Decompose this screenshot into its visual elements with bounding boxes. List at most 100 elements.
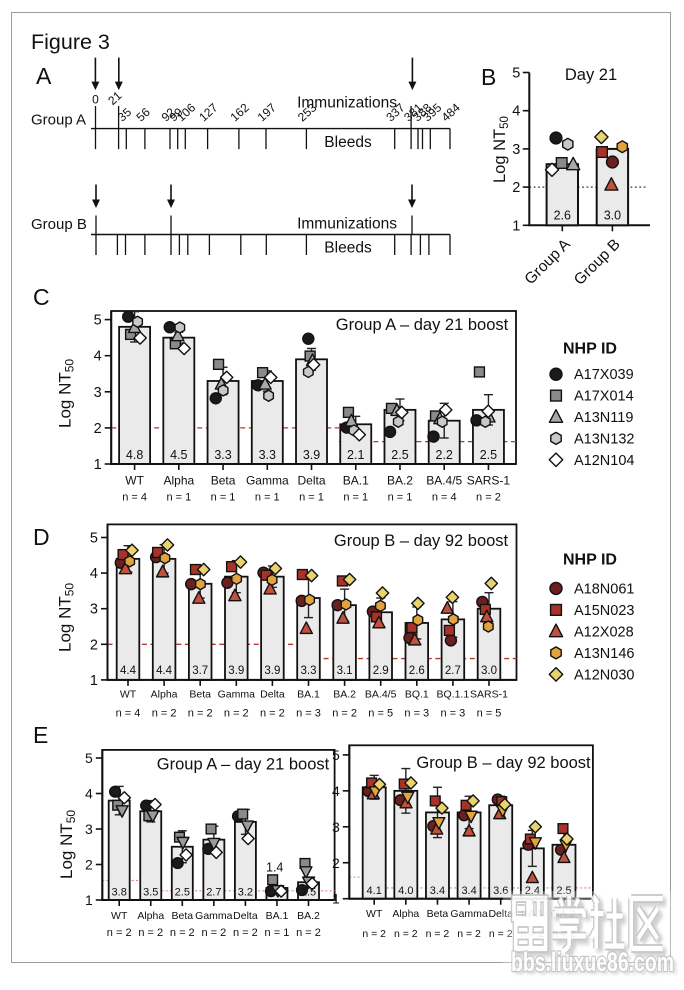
svg-text:5: 5 <box>90 531 98 547</box>
svg-text:n = 3: n = 3 <box>296 708 321 720</box>
svg-text:WT: WT <box>366 908 383 920</box>
svg-text:bbs.liuxue86.com: bbs.liuxue86.com <box>514 950 677 980</box>
svg-text:n = 2: n = 2 <box>188 708 213 720</box>
svg-text:n = 3: n = 3 <box>441 708 466 720</box>
svg-text:3.3: 3.3 <box>301 665 317 677</box>
svg-text:A13N132: A13N132 <box>574 431 634 447</box>
svg-text:1: 1 <box>512 218 520 234</box>
svg-text:Alpha: Alpha <box>392 908 419 920</box>
svg-text:Alpha: Alpha <box>137 910 164 922</box>
svg-text:Gamma: Gamma <box>195 910 233 922</box>
svg-text:BA.2: BA.2 <box>297 910 320 922</box>
svg-text:n = 2: n = 2 <box>296 927 321 939</box>
svg-text:BQ.1.1: BQ.1.1 <box>437 689 470 701</box>
svg-text:3: 3 <box>512 142 520 158</box>
svg-text:4: 4 <box>85 786 93 802</box>
svg-text:4.1: 4.1 <box>367 885 382 897</box>
svg-text:2.5: 2.5 <box>556 885 571 897</box>
svg-text:2: 2 <box>94 421 102 437</box>
svg-text:Group B – day 92 boost: Group B – day 92 boost <box>416 754 591 772</box>
svg-text:3: 3 <box>332 819 340 835</box>
svg-text:Group B: Group B <box>31 216 87 233</box>
svg-text:A13N146: A13N146 <box>574 646 634 662</box>
svg-text:3.6: 3.6 <box>493 885 508 897</box>
svg-text:Figure 3: Figure 3 <box>31 30 110 54</box>
svg-text:4.5: 4.5 <box>170 448 187 462</box>
svg-text:Log NT50: Log NT50 <box>57 810 78 879</box>
svg-text:n = 2: n = 2 <box>489 928 513 940</box>
svg-text:n = 1: n = 1 <box>299 492 324 504</box>
svg-text:Alpha: Alpha <box>151 689 178 701</box>
svg-text:3.9: 3.9 <box>264 665 280 677</box>
svg-text:A12N104: A12N104 <box>574 453 634 469</box>
svg-text:Delta: Delta <box>233 910 258 922</box>
svg-text:BQ.1: BQ.1 <box>405 689 429 701</box>
svg-text:B: B <box>481 64 496 90</box>
svg-text:4.4: 4.4 <box>120 665 137 677</box>
svg-text:2.7: 2.7 <box>445 665 461 677</box>
svg-text:3.9: 3.9 <box>228 665 244 677</box>
svg-text:Delta: Delta <box>298 474 326 488</box>
svg-text:SARS-1: SARS-1 <box>467 474 511 488</box>
svg-text:n = 4: n = 4 <box>116 708 141 720</box>
svg-text:BA.4/5: BA.4/5 <box>426 474 462 488</box>
svg-text:Beta: Beta <box>171 910 193 922</box>
svg-text:Group A – day 21 boost: Group A – day 21 boost <box>336 316 509 334</box>
svg-text:2: 2 <box>332 855 340 871</box>
svg-text:1: 1 <box>94 457 102 473</box>
svg-text:2.2: 2.2 <box>436 448 453 462</box>
svg-text:n = 2: n = 2 <box>362 928 386 940</box>
svg-text:Immunizations: Immunizations <box>297 95 397 112</box>
svg-text:n = 3: n = 3 <box>404 708 429 720</box>
svg-text:3.4: 3.4 <box>461 885 476 897</box>
svg-text:n = 2: n = 2 <box>170 927 195 939</box>
svg-text:A13N119: A13N119 <box>574 410 633 426</box>
svg-text:Log NT50: Log NT50 <box>56 583 77 652</box>
svg-text:Gamma: Gamma <box>218 689 256 701</box>
svg-text:5: 5 <box>332 747 340 763</box>
svg-text:3.0: 3.0 <box>481 665 497 677</box>
svg-text:E: E <box>33 722 48 748</box>
svg-text:n = 2: n = 2 <box>457 928 481 940</box>
svg-text:2.4: 2.4 <box>525 885 540 897</box>
svg-text:D: D <box>33 524 50 550</box>
svg-text:n = 2: n = 2 <box>224 708 249 720</box>
svg-text:Day 21: Day 21 <box>565 66 617 84</box>
svg-text:2: 2 <box>85 857 93 873</box>
svg-text:3.9: 3.9 <box>303 448 320 462</box>
svg-text:BA.1: BA.1 <box>266 910 289 922</box>
svg-text:Bleeds: Bleeds <box>324 134 372 151</box>
svg-text:n = 5: n = 5 <box>477 708 502 720</box>
svg-text:WT: WT <box>120 689 137 701</box>
svg-text:1.4: 1.4 <box>266 861 283 875</box>
svg-text:Log NT50: Log NT50 <box>491 116 511 183</box>
svg-text:n = 2: n = 2 <box>152 708 177 720</box>
svg-text:1: 1 <box>332 891 340 907</box>
svg-text:Group A – day 21 boost: Group A – day 21 boost <box>157 756 330 774</box>
svg-text:2.6: 2.6 <box>554 209 571 223</box>
svg-text:3.7: 3.7 <box>192 665 208 677</box>
svg-text:2.5: 2.5 <box>175 887 190 899</box>
svg-text:A17X039: A17X039 <box>574 367 634 383</box>
svg-text:n = 1: n = 1 <box>166 492 191 504</box>
svg-text:A12N030: A12N030 <box>574 667 634 683</box>
svg-text:1: 1 <box>90 673 98 689</box>
svg-text:4: 4 <box>90 566 98 582</box>
svg-text:Bleeds: Bleeds <box>324 240 372 257</box>
svg-text:n = 2: n = 2 <box>233 927 258 939</box>
svg-text:n = 2: n = 2 <box>332 708 357 720</box>
svg-text:n = 2: n = 2 <box>394 928 418 940</box>
svg-text:1.5: 1.5 <box>301 887 316 899</box>
svg-text:2.6: 2.6 <box>409 665 425 677</box>
svg-text:A: A <box>36 63 52 89</box>
svg-text:A18N061: A18N061 <box>574 581 634 597</box>
svg-text:n = 2: n = 2 <box>476 492 501 504</box>
svg-text:4.0: 4.0 <box>398 885 413 897</box>
svg-text:3.1: 3.1 <box>337 665 353 677</box>
svg-text:Gamma: Gamma <box>246 474 289 488</box>
svg-text:WT: WT <box>125 474 144 488</box>
svg-text:A12X028: A12X028 <box>574 624 634 640</box>
svg-text:bbs.liuxue86.com: bbs.liuxue86.com <box>511 947 674 977</box>
svg-text:3.3: 3.3 <box>259 448 276 462</box>
svg-text:n = 1: n = 1 <box>255 492 280 504</box>
